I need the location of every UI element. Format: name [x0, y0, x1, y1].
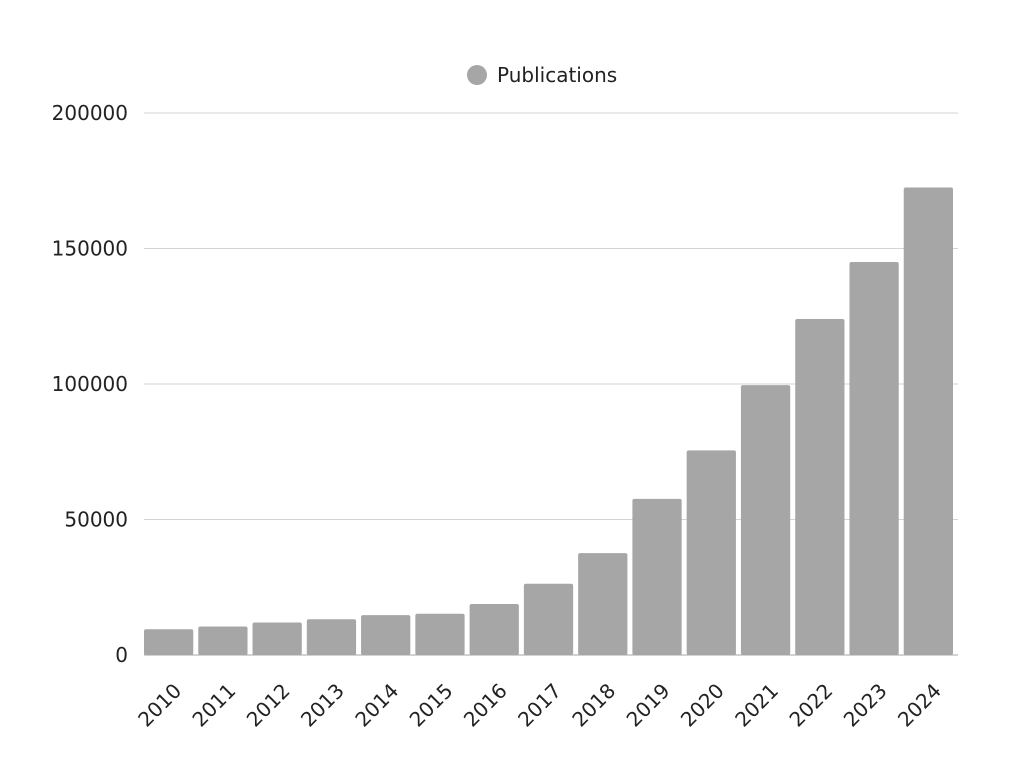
x-tick-label: 2012: [242, 679, 295, 732]
bar-2024: [903, 187, 953, 655]
bar-2017: [523, 583, 574, 655]
y-tick-label: 200000: [52, 101, 128, 125]
bar-2019: [632, 498, 682, 655]
bar-2016: [469, 604, 519, 655]
x-tick-label: 2024: [893, 679, 946, 732]
x-tick-label: 2010: [133, 679, 186, 732]
x-tick-label: 2015: [405, 679, 458, 732]
bar-2021: [740, 385, 791, 655]
x-tick-label: 2017: [513, 679, 566, 732]
bar-2014: [361, 615, 411, 655]
x-tick-label: 2014: [350, 679, 403, 732]
bar-2020: [686, 450, 736, 655]
bars: [144, 187, 958, 656]
x-tick-label: 2016: [459, 679, 512, 732]
x-tick-label: 2022: [784, 679, 837, 732]
bar-2012: [252, 622, 302, 655]
y-tick-label: 100000: [52, 372, 128, 396]
y-axis-tick-labels: 0 50000 100000 150000 200000: [52, 101, 128, 667]
bar-2011: [198, 626, 248, 655]
x-tick-label: 2013: [296, 679, 349, 732]
x-axis-tick-labels: 2010 2011 2012 2013 2014 2015 2016 2017 2018 2019…: [133, 679, 946, 732]
y-tick-label: 150000: [52, 237, 128, 261]
x-tick-label: 2020: [676, 679, 729, 732]
bar-2015: [415, 613, 465, 655]
legend-label-publications: Publications: [497, 63, 617, 87]
x-tick-label: 2011: [187, 679, 240, 732]
legend: Publications: [467, 63, 617, 87]
x-tick-label: 2018: [567, 679, 620, 732]
y-tick-label: 0: [115, 643, 128, 667]
legend-swatch-publications: [467, 65, 487, 85]
x-tick-label: 2023: [839, 679, 892, 732]
bar-2013: [306, 619, 357, 655]
bar-2023: [849, 262, 899, 655]
bar-2022: [795, 318, 845, 655]
bar-2018: [578, 553, 628, 655]
y-tick-label: 50000: [64, 508, 128, 532]
x-tick-label: 2019: [622, 679, 675, 732]
x-tick-label: 2021: [730, 679, 783, 732]
bar-2010: [144, 629, 194, 655]
